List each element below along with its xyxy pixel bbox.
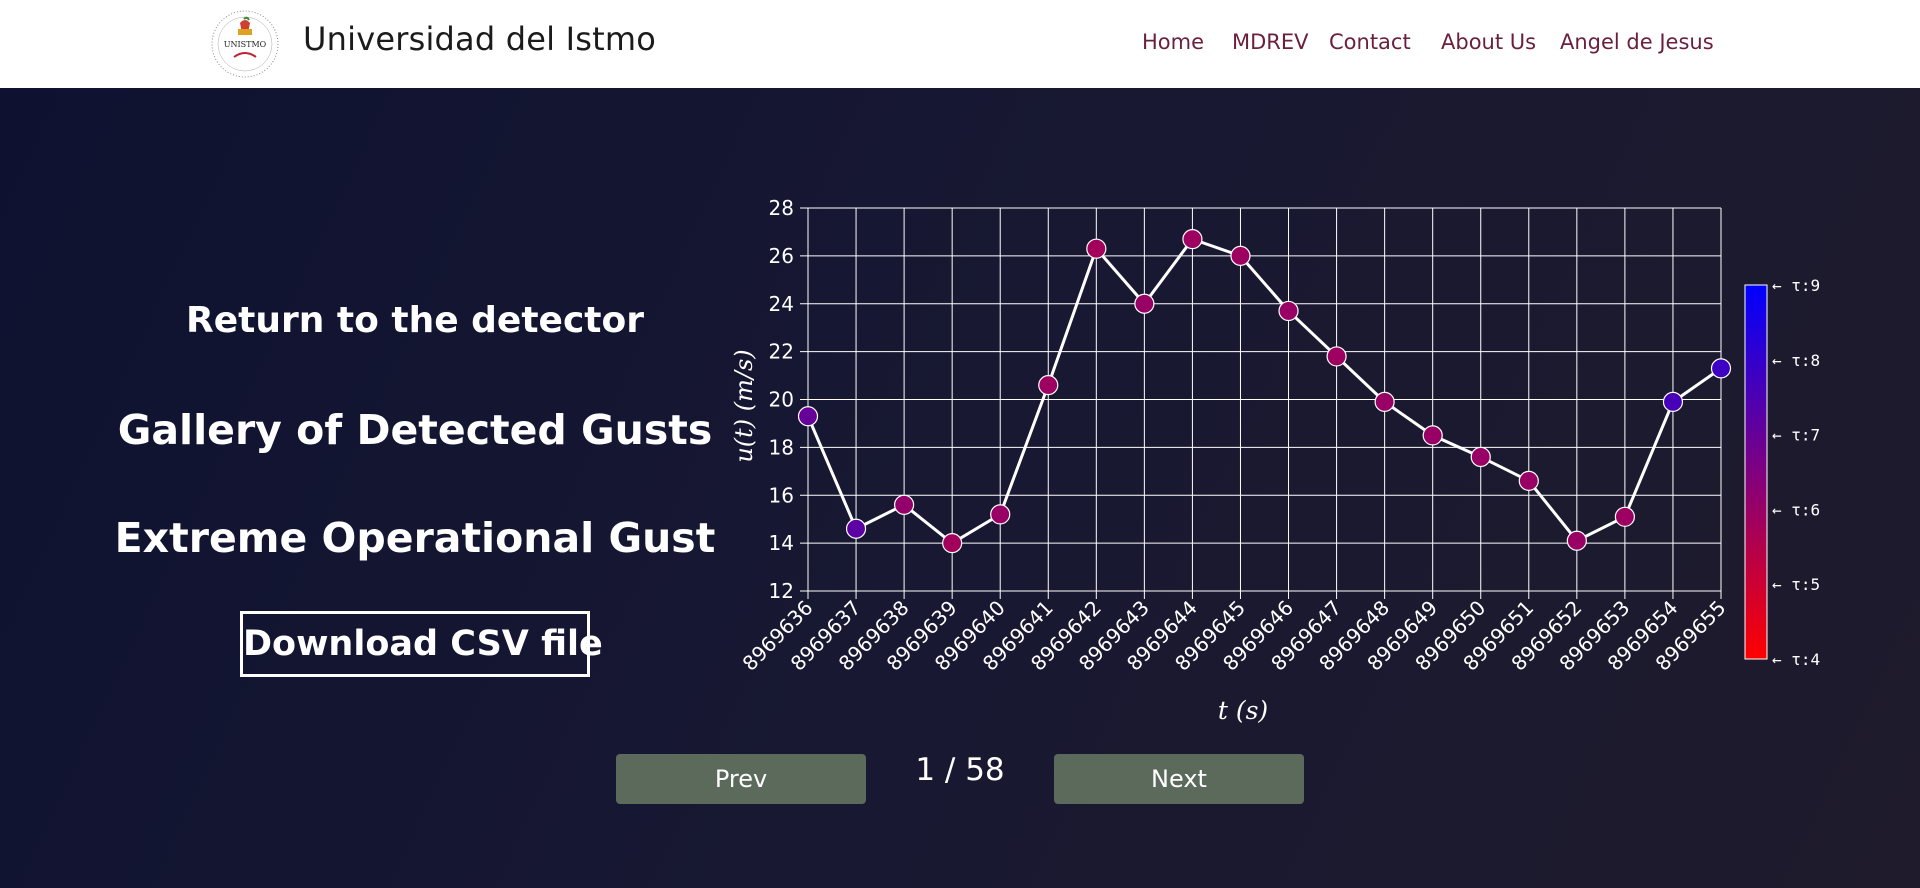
main-content	[0, 88, 1920, 888]
colorbar-labels: ← τ:9 ← τ:8 ← τ:7 ← τ:6 ← τ:5 ← τ:4	[1772, 276, 1820, 669]
gust-type-heading: Extreme Operational Gust	[114, 514, 716, 562]
data-point[interactable]	[1470, 446, 1491, 468]
colorbar-tick-label: ← τ:8	[1772, 351, 1820, 370]
colorbar-tick-label: ← τ:5	[1772, 575, 1820, 594]
data-point[interactable]	[1422, 425, 1443, 446]
y-axis-label: u(t) (m/s)	[730, 349, 758, 462]
svg-text:UNISTMO: UNISTMO	[224, 40, 267, 49]
return-to-detector-link[interactable]: Return to the detector	[186, 300, 644, 341]
nav-contact[interactable]: Contact	[1329, 30, 1411, 54]
y-tick-label: 26	[769, 244, 794, 268]
data-point[interactable]	[1230, 245, 1251, 266]
university-logo[interactable]: UNISTMO	[210, 9, 280, 79]
navbar: UNISTMO Universidad del Istmo Home MDREV…	[0, 0, 1920, 88]
data-point[interactable]	[1134, 293, 1155, 314]
series-line	[806, 237, 1722, 545]
data-point[interactable]	[942, 533, 963, 554]
data-point[interactable]	[1182, 229, 1203, 250]
data-point[interactable]	[797, 406, 819, 427]
page-counter: 1 / 58	[915, 752, 1005, 788]
brand-name: Universidad del Istmo	[303, 20, 657, 58]
data-point[interactable]	[1566, 530, 1587, 551]
y-tick-label: 28	[769, 196, 794, 220]
colorbar-tick-label: ← τ:4	[1772, 650, 1820, 669]
download-csv-button[interactable]: Download CSV file	[240, 611, 603, 677]
nav-mdrev[interactable]: MDREV	[1232, 30, 1309, 54]
data-point[interactable]	[1374, 391, 1395, 412]
prev-button[interactable]: Prev	[616, 754, 866, 804]
data-point[interactable]	[990, 504, 1011, 525]
data-point[interactable]	[845, 518, 867, 539]
y-tick-label: 12	[769, 579, 794, 603]
x-tick-labels: 8969636896963789696388969639896964089696…	[738, 596, 1731, 676]
data-point[interactable]	[1614, 506, 1635, 527]
colorbar-tick-label: ← τ:6	[1772, 500, 1820, 519]
y-tick-label: 14	[769, 531, 794, 555]
colorbar-tick-label: ← τ:7	[1772, 426, 1820, 445]
y-tick-label: 22	[769, 340, 794, 364]
x-axis-label: t (s)	[1218, 696, 1268, 725]
nav-about-us[interactable]: About Us	[1441, 30, 1537, 54]
data-point[interactable]	[1086, 238, 1107, 259]
colorbar	[1744, 284, 1768, 660]
data-points	[797, 229, 1732, 554]
gust-chart: 12 14 16 18 20 22 24 26 28 896963689696378969638…	[730, 196, 1820, 725]
data-point[interactable]	[1662, 391, 1684, 412]
y-tick-label: 18	[769, 435, 794, 459]
data-point[interactable]	[894, 494, 915, 515]
gallery-link[interactable]: Gallery of Detected Gusts	[117, 406, 713, 454]
nav-home[interactable]: Home	[1142, 30, 1205, 54]
y-tick-label: 20	[769, 388, 794, 412]
nav-user[interactable]: Angel de Jesus	[1560, 30, 1714, 54]
data-point[interactable]	[1038, 375, 1059, 396]
series-polyline	[806, 237, 1722, 545]
data-point[interactable]	[1278, 300, 1299, 322]
data-point[interactable]	[1710, 358, 1732, 379]
y-tick-label: 24	[769, 292, 794, 316]
y-tick-label: 16	[769, 483, 794, 507]
data-point[interactable]	[1518, 470, 1539, 491]
data-point[interactable]	[1326, 346, 1347, 367]
nav-links: Home MDREV Contact About Us Angel de Jes…	[0, 30, 1920, 60]
colorbar-tick-label: ← τ:9	[1772, 276, 1820, 295]
next-button[interactable]: Next	[1054, 754, 1304, 804]
y-tick-labels: 12 14 16 18 20 22 24 26 28	[769, 196, 794, 603]
